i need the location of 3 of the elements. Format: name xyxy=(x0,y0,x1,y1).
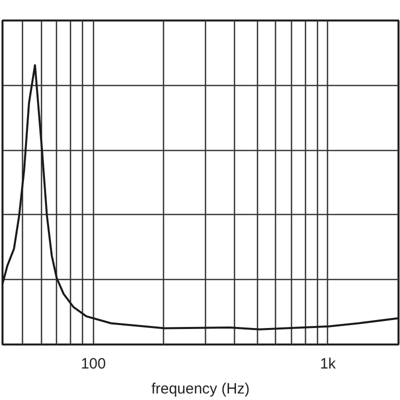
x-tick-label: 1k xyxy=(320,356,336,372)
x-tick-label: 100 xyxy=(80,356,106,372)
x-axis-title: frequency (Hz) xyxy=(151,380,250,398)
